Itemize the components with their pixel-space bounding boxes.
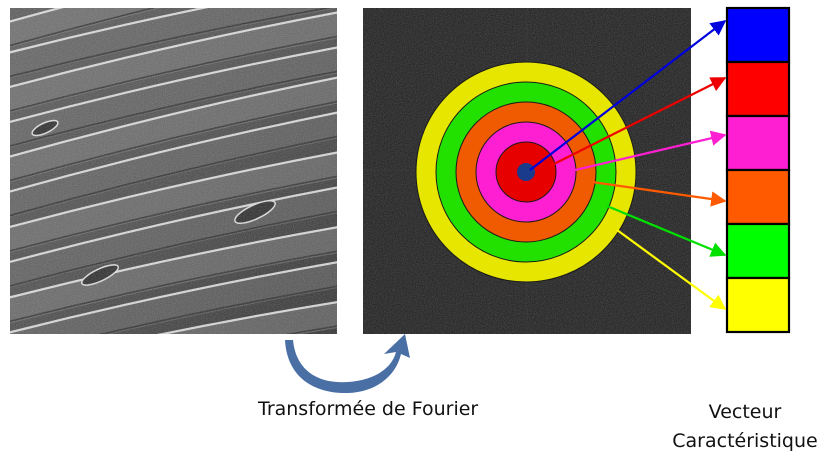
vector-box-blue (725, 6, 791, 64)
feature-arrow (616, 229, 727, 310)
feature-arrow (529, 20, 727, 171)
feature-arrow (570, 130, 727, 173)
feature-vector-caption-line2: Caractéristique (672, 430, 818, 452)
sem-micrograph (0, 8, 350, 436)
feature-vector-caption-line1: Vecteur (708, 401, 782, 423)
vector-box-green (725, 222, 791, 280)
feature-vector (725, 6, 791, 334)
transform-arrow (285, 334, 410, 394)
vector-box-magenta (725, 114, 791, 172)
vector-box-orange (725, 168, 791, 226)
vector-box-red (725, 60, 791, 118)
fourier-transform-caption: Transformée de Fourier (258, 398, 479, 420)
feature-arrows (529, 20, 727, 310)
feature-vector-caption: Vecteur Caractéristique (660, 398, 830, 456)
fiber (0, 340, 350, 436)
fourier-spectrum-panel (363, 8, 691, 334)
feature-arrow (591, 180, 727, 207)
vector-box-yellow (725, 276, 791, 334)
feature-arrow (606, 204, 727, 257)
feature-arrow (549, 77, 727, 167)
center-dot (517, 163, 535, 181)
